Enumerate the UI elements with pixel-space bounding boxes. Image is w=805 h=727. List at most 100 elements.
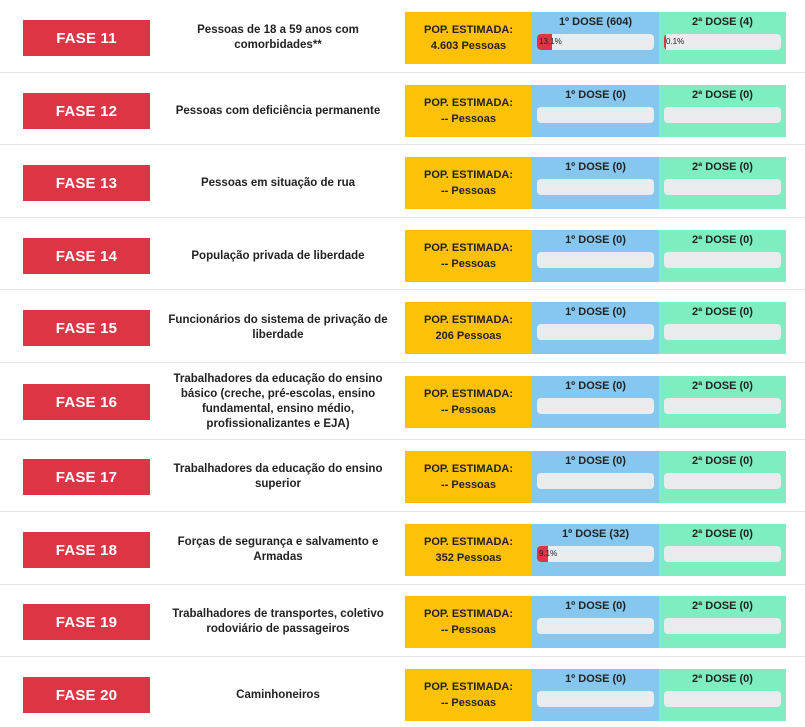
second-dose-panel: 2ª DOSE (4) 0.1% (659, 12, 786, 64)
second-dose-label: 2ª DOSE (0) (692, 600, 753, 612)
pop-value: 4.603 Pessoas (430, 40, 507, 52)
first-dose-label: 1º DOSE (0) (565, 89, 626, 101)
first-dose-progress (537, 691, 654, 707)
first-dose-panel: 1º DOSE (0) (532, 596, 659, 648)
pop-label: POP. ESTIMADA: (423, 314, 514, 326)
second-dose-progress (664, 618, 781, 634)
second-dose-label: 2ª DOSE (0) (692, 380, 753, 392)
estimated-population: POP. ESTIMADA: 4.603 Pessoas (405, 12, 532, 64)
second-dose-label: 2ª DOSE (4) (692, 16, 753, 28)
first-dose-progress (537, 618, 654, 634)
phase-description: Forças de segurança e salvamento e Armad… (177, 536, 379, 563)
phase-badge: FASE 19 (23, 604, 150, 640)
second-dose-progress (664, 252, 781, 268)
second-dose-percent: 0.1% (666, 37, 685, 46)
estimated-population: POP. ESTIMADA: -- Pessoas (405, 230, 532, 282)
pop-label: POP. ESTIMADA: (423, 97, 514, 109)
phase-row: FASE 17 Trabalhadores da educação do ens… (0, 440, 805, 512)
first-dose-label: 1º DOSE (0) (565, 600, 626, 612)
first-dose-progress: 9.1% (537, 546, 654, 562)
first-dose-label: 1º DOSE (0) (565, 306, 626, 318)
estimated-population: POP. ESTIMADA: 352 Pessoas (405, 524, 532, 576)
pop-value: -- Pessoas (440, 624, 497, 636)
second-dose-panel: 2ª DOSE (0) (659, 85, 786, 137)
phase-row: FASE 14 População privada de liberdade P… (0, 218, 805, 290)
phase-description: Pessoas em situação de rua (200, 176, 356, 189)
estimated-population: POP. ESTIMADA: -- Pessoas (405, 376, 532, 428)
second-dose-progress (664, 691, 781, 707)
first-dose-label: 1º DOSE (0) (565, 380, 626, 392)
pop-value: -- Pessoas (440, 697, 497, 709)
pop-label: POP. ESTIMADA: (423, 24, 514, 36)
phase-row: FASE 20 Caminhoneiros POP. ESTIMADA: -- … (0, 657, 805, 721)
phase-description: Pessoas com deficiência permanente (175, 104, 381, 117)
first-dose-progress (537, 398, 654, 414)
pop-value: -- Pessoas (440, 113, 497, 125)
phase-badge: FASE 13 (23, 165, 150, 201)
first-dose-percent: 13.1% (539, 37, 562, 46)
estimated-population: POP. ESTIMADA: -- Pessoas (405, 669, 532, 721)
first-dose-percent: 9.1% (539, 549, 558, 558)
phase-row: FASE 19 Trabalhadores de transportes, co… (0, 585, 805, 657)
phase-description: Trabalhadores da educação do ensino supe… (173, 463, 383, 490)
first-dose-panel: 1º DOSE (0) (532, 376, 659, 428)
first-dose-panel: 1º DOSE (604) 13.1% (532, 12, 659, 64)
second-dose-panel: 2ª DOSE (0) (659, 376, 786, 428)
first-dose-progress: 13.1% (537, 34, 654, 50)
first-dose-panel: 1º DOSE (32) 9.1% (532, 524, 659, 576)
second-dose-label: 2ª DOSE (0) (692, 161, 753, 173)
second-dose-label: 2ª DOSE (0) (692, 455, 753, 467)
phase-description: População privada de liberdade (191, 249, 365, 262)
pop-value: -- Pessoas (440, 258, 497, 270)
first-dose-progress (537, 179, 654, 195)
first-dose-progress-fill (537, 546, 548, 562)
first-dose-panel: 1º DOSE (0) (532, 230, 659, 282)
pop-label: POP. ESTIMADA: (423, 463, 514, 475)
second-dose-progress (664, 473, 781, 489)
pop-label: POP. ESTIMADA: (423, 608, 514, 620)
phase-badge: FASE 16 (23, 384, 150, 420)
pop-label: POP. ESTIMADA: (423, 169, 514, 181)
phase-description: Trabalhadores da educação do ensino bási… (173, 373, 383, 430)
second-dose-label: 2ª DOSE (0) (692, 673, 753, 685)
second-dose-progress (664, 398, 781, 414)
pop-label: POP. ESTIMADA: (423, 536, 514, 548)
second-dose-panel: 2ª DOSE (0) (659, 669, 786, 721)
second-dose-panel: 2ª DOSE (0) (659, 157, 786, 209)
second-dose-progress (664, 324, 781, 340)
first-dose-label: 1º DOSE (0) (565, 234, 626, 246)
first-dose-panel: 1º DOSE (0) (532, 85, 659, 137)
phase-row: FASE 11 Pessoas de 18 a 59 anos com como… (0, 0, 805, 73)
pop-value: -- Pessoas (440, 479, 497, 491)
second-dose-panel: 2ª DOSE (0) (659, 451, 786, 503)
phase-description: Trabalhadores de transportes, coletivo r… (172, 608, 384, 635)
second-dose-panel: 2ª DOSE (0) (659, 596, 786, 648)
phase-badge: FASE 20 (23, 677, 150, 713)
pop-value: -- Pessoas (440, 404, 497, 416)
estimated-population: POP. ESTIMADA: -- Pessoas (405, 157, 532, 209)
first-dose-label: 1º DOSE (0) (565, 161, 626, 173)
second-dose-progress (664, 107, 781, 123)
second-dose-panel: 2ª DOSE (0) (659, 524, 786, 576)
first-dose-panel: 1º DOSE (0) (532, 669, 659, 721)
second-dose-progress-fill (664, 34, 666, 50)
pop-value: 352 Pessoas (435, 552, 502, 564)
first-dose-label: 1º DOSE (0) (565, 673, 626, 685)
phase-description: Pessoas de 18 a 59 anos com comorbidades… (197, 24, 359, 51)
phase-row: FASE 16 Trabalhadores da educação do ens… (0, 363, 805, 440)
phase-badge: FASE 11 (23, 20, 150, 56)
pop-label: POP. ESTIMADA: (423, 242, 514, 254)
phase-row: FASE 18 Forças de segurança e salvamento… (0, 512, 805, 585)
first-dose-progress (537, 252, 654, 268)
pop-label: POP. ESTIMADA: (423, 681, 514, 693)
pop-value: -- Pessoas (440, 185, 497, 197)
phase-badge: FASE 17 (23, 459, 150, 495)
second-dose-progress (664, 546, 781, 562)
first-dose-progress (537, 324, 654, 340)
first-dose-panel: 1º DOSE (0) (532, 302, 659, 354)
first-dose-progress (537, 107, 654, 123)
second-dose-panel: 2ª DOSE (0) (659, 230, 786, 282)
first-dose-label: 1º DOSE (0) (565, 455, 626, 467)
pop-label: POP. ESTIMADA: (423, 388, 514, 400)
phase-badge: FASE 18 (23, 532, 150, 568)
